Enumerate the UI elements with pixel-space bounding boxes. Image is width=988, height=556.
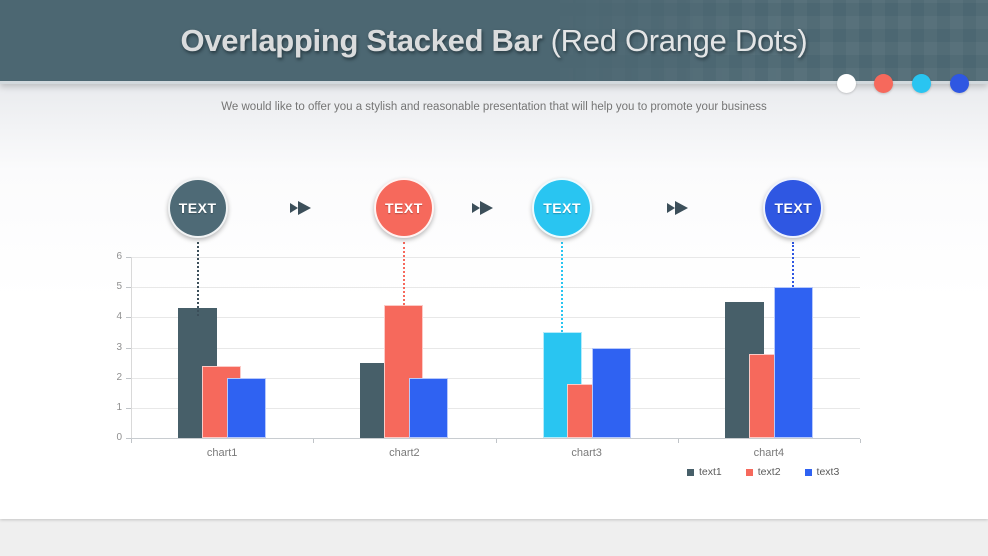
process-circle: TEXT <box>373 178 434 238</box>
y-axis-tick <box>126 287 131 289</box>
legend-swatch <box>804 468 812 476</box>
connector-dotted-line <box>196 242 199 317</box>
legend-label: text1 <box>699 466 722 478</box>
category-label: chart3 <box>571 447 602 459</box>
x-axis-tick <box>313 439 315 443</box>
bar-text3-chart3 <box>591 347 631 438</box>
legend-label: text2 <box>757 466 781 478</box>
x-axis-tick <box>131 439 132 443</box>
bar-text3-chart4 <box>773 287 813 438</box>
gridline <box>131 257 860 258</box>
y-axis-tick <box>126 317 131 319</box>
y-axis-tick <box>126 347 131 349</box>
process-circle: TEXT <box>763 178 824 238</box>
slide-header <box>0 0 988 84</box>
subtitle-text: We would like to offer you a stylish and… <box>221 101 767 113</box>
process-circle-label: TEXT <box>774 200 813 216</box>
y-axis-tick <box>126 438 131 439</box>
process-circle-label: TEXT <box>178 200 217 216</box>
gridline <box>131 347 860 349</box>
gridline <box>131 407 860 409</box>
fast-forward-icon <box>471 199 496 222</box>
category-label: chart4 <box>753 447 785 459</box>
legend-label: text3 <box>816 466 840 478</box>
title-main: Overlapping Stacked Bar <box>180 22 543 58</box>
process-circle-label: TEXT <box>543 200 582 216</box>
title-suffix: (Red Orange Dots) <box>542 22 808 58</box>
gridline <box>131 377 860 379</box>
fast-forward-icon <box>666 199 691 222</box>
header-dot <box>837 74 856 93</box>
header-dot <box>874 74 893 93</box>
header-dot <box>912 74 931 93</box>
header-checker-pattern <box>533 0 988 81</box>
y-tick-label: 0 <box>116 432 122 443</box>
gridline <box>131 317 860 319</box>
x-axis-tick <box>860 439 861 443</box>
category-label: chart1 <box>206 447 238 459</box>
connector-dotted-line <box>402 242 405 314</box>
process-circle: TEXT <box>532 178 593 238</box>
connector-dotted-line <box>561 242 564 341</box>
legend-item: text2 <box>745 466 781 478</box>
fast-forward-icon <box>289 199 314 222</box>
y-tick-label: 3 <box>116 341 122 353</box>
category-label: chart2 <box>389 447 420 459</box>
chart-legend: text1 text2 text3 <box>687 466 839 478</box>
gridline <box>131 287 860 289</box>
legend-item: text1 <box>687 466 722 478</box>
x-axis-tick <box>495 439 497 443</box>
process-circle: TEXT <box>167 178 228 238</box>
y-tick-label: 1 <box>116 401 122 413</box>
bar-text3-chart2 <box>409 377 449 438</box>
y-axis-tick <box>126 377 131 379</box>
y-tick-label: 4 <box>116 311 122 323</box>
legend-swatch <box>745 468 753 476</box>
y-tick-label: 5 <box>116 281 122 293</box>
legend-swatch <box>687 468 694 476</box>
y-axis-tick <box>126 407 131 409</box>
slide: Overlapping Stacked Bar (Red Orange Dots… <box>0 0 988 519</box>
process-circle-label: TEXT <box>384 200 423 216</box>
legend-item: text3 <box>804 466 840 478</box>
y-axis-line <box>131 257 132 438</box>
y-axis-tick <box>126 257 131 258</box>
x-axis-tick <box>677 439 679 443</box>
header-dot <box>950 74 969 93</box>
page-title: Overlapping Stacked Bar (Red Orange Dots… <box>181 23 808 59</box>
y-tick-label: 2 <box>116 371 122 383</box>
y-tick-label: 6 <box>116 251 122 262</box>
bar-text3-chart1 <box>227 377 267 438</box>
connector-dotted-line <box>792 242 795 296</box>
x-axis-line <box>131 438 860 439</box>
title-block: Overlapping Stacked Bar (Red Orange Dots… <box>0 0 988 81</box>
